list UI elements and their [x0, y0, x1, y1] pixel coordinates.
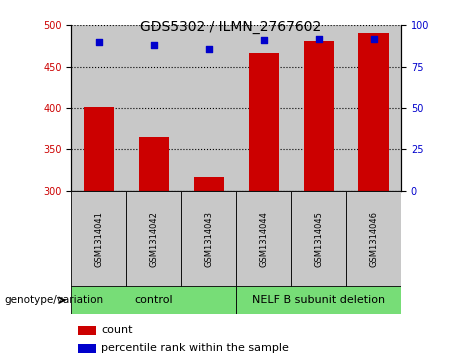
FancyBboxPatch shape: [346, 191, 401, 287]
Point: [260, 37, 267, 43]
Bar: [248, 53, 279, 191]
Text: genotype/variation: genotype/variation: [5, 295, 104, 305]
Point: [205, 46, 213, 52]
Text: percentile rank within the sample: percentile rank within the sample: [101, 343, 289, 354]
FancyBboxPatch shape: [236, 191, 291, 287]
Bar: [303, 41, 334, 191]
Bar: [139, 137, 169, 191]
FancyBboxPatch shape: [71, 191, 126, 287]
Text: GDS5302 / ILMN_2767602: GDS5302 / ILMN_2767602: [140, 20, 321, 34]
Bar: [84, 107, 114, 191]
Text: GSM1314042: GSM1314042: [149, 211, 159, 266]
Text: GSM1314044: GSM1314044: [259, 211, 268, 266]
Text: control: control: [135, 295, 173, 305]
FancyBboxPatch shape: [71, 286, 236, 314]
Bar: [194, 176, 224, 191]
Text: GSM1314043: GSM1314043: [204, 211, 213, 267]
FancyBboxPatch shape: [181, 191, 236, 287]
FancyBboxPatch shape: [126, 191, 181, 287]
Text: NELF B subunit deletion: NELF B subunit deletion: [252, 295, 385, 305]
Point: [315, 36, 322, 41]
Text: GSM1314041: GSM1314041: [95, 211, 103, 266]
Bar: [78, 326, 96, 335]
Point: [370, 36, 377, 41]
Text: count: count: [101, 325, 133, 335]
Bar: [359, 33, 389, 191]
Point: [95, 39, 103, 45]
FancyBboxPatch shape: [291, 191, 346, 287]
Text: GSM1314045: GSM1314045: [314, 211, 323, 266]
Text: GSM1314046: GSM1314046: [369, 211, 378, 267]
Bar: [78, 344, 96, 353]
Point: [150, 42, 158, 48]
FancyBboxPatch shape: [236, 286, 401, 314]
